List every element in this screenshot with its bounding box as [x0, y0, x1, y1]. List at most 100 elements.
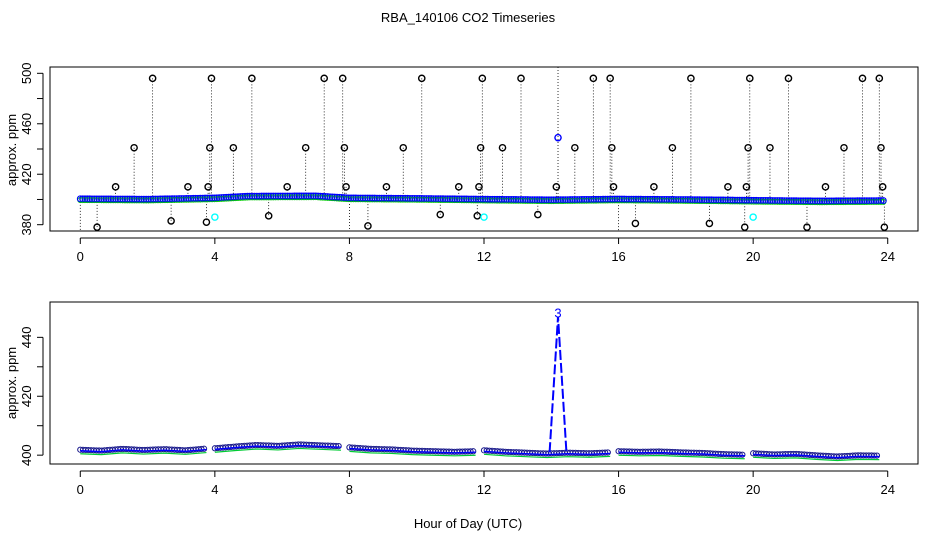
spike-point: [283, 183, 291, 191]
spike-point: [264, 212, 273, 220]
segment-secondary-line: [349, 450, 476, 457]
spike-point: [148, 74, 157, 83]
top-y-tick-label: 420: [19, 163, 34, 185]
top-x-tick-label: 12: [477, 249, 491, 264]
cyan-point: [211, 213, 219, 221]
spike-point: [498, 143, 507, 152]
spike-point: [631, 219, 640, 228]
spike-point: [338, 74, 347, 83]
spike-point: [606, 74, 614, 83]
spike-point: [571, 143, 579, 152]
bottom-plot-frame: [49, 301, 919, 465]
spike-point: [130, 143, 138, 152]
spike-point: [204, 183, 212, 191]
segment-point: [873, 452, 881, 459]
bottom-y-tick-label: 400: [19, 444, 34, 466]
spike-line: [548, 316, 568, 453]
top-x-tick-label: 0: [77, 249, 84, 264]
bottom-x-tick-label: 0: [77, 482, 84, 497]
spike-point: [609, 183, 618, 191]
spike-point: [745, 74, 754, 83]
cyan-point: [480, 213, 488, 221]
spike-point: [742, 183, 751, 191]
bottom-x-tick-label: 24: [880, 482, 894, 497]
segment-point: [602, 449, 609, 456]
spike-point: [534, 210, 542, 219]
top-x-tick-label: 4: [211, 249, 218, 264]
segment-point: [332, 442, 340, 450]
spike-point: [650, 183, 658, 191]
spike-point: [840, 143, 848, 152]
spike-point: [705, 219, 714, 228]
blue-outlier-point: [554, 133, 562, 142]
segment-line: [349, 447, 476, 454]
segment-secondary-line: [80, 451, 207, 456]
baseline-point: [879, 197, 887, 205]
segment-line: [214, 444, 342, 450]
segment-secondary-line: [753, 456, 880, 462]
segment-line: [618, 451, 745, 457]
top-x-tick-label: 16: [611, 249, 625, 264]
segment-point: [736, 451, 743, 458]
segment-point: [739, 451, 746, 458]
spike-point: [687, 74, 695, 83]
segment-point: [470, 448, 477, 455]
spike-point: [111, 183, 120, 191]
spike-point: [668, 143, 677, 152]
top-x-tick-label: 20: [746, 249, 760, 264]
cyan-point: [749, 213, 757, 221]
spike-point: [382, 183, 391, 191]
top-y-tick-label: 500: [19, 62, 34, 84]
bottom-x-tick-label: 20: [746, 482, 760, 497]
spike-point: [202, 218, 211, 226]
spike-point: [875, 74, 884, 83]
bottom-x-tick-label: 4: [211, 482, 218, 497]
spike-point: [229, 143, 238, 152]
top-y-tick-label: 380: [19, 214, 34, 236]
spike-point: [724, 183, 732, 191]
segment-secondary-line: [618, 454, 745, 460]
spike-point: [340, 143, 349, 152]
segment-point: [871, 452, 878, 459]
bottom-x-tick-label: 8: [346, 482, 353, 497]
bottom-y-tick-label: 420: [19, 385, 34, 407]
top-x-tick-label: 24: [880, 249, 894, 264]
spike-point: [475, 183, 483, 191]
spike-point: [207, 74, 216, 83]
bottom-y-tick-label: 440: [19, 326, 34, 348]
spike-point: [740, 223, 749, 232]
segment-point: [200, 445, 208, 452]
bottom-panel-segments: 0 4 8 12 16 20 24 400 420 440 3: [19, 301, 919, 497]
spike-point: [436, 210, 445, 219]
spike-point: [473, 212, 482, 220]
spike-point: [206, 143, 214, 152]
spike-point: [608, 143, 616, 152]
segment-point: [335, 443, 342, 450]
spike-point: [93, 223, 101, 232]
spike-point: [880, 223, 889, 232]
segment-secondary-line: [483, 453, 611, 459]
spike-point: [301, 143, 310, 152]
segment-line: [753, 453, 880, 459]
bottom-x-tick-label: 12: [477, 482, 491, 497]
x-axis-label: Hour of Day (UTC): [414, 516, 522, 531]
top-plot-frame: [49, 66, 919, 232]
spike-point: [248, 74, 256, 83]
spike-point: [803, 223, 811, 232]
segment-point: [198, 445, 205, 453]
segment-line: [80, 448, 207, 453]
top-y-tick-label: 460: [19, 113, 34, 135]
spike-point: [766, 143, 774, 152]
spike-point: [167, 217, 175, 225]
spike-point: [821, 183, 830, 191]
spike-point: [517, 74, 525, 83]
top-panel-spikes: 0 4 8 12 16 20 24 380 420 460 500: [19, 62, 919, 264]
spike-point: [858, 74, 867, 83]
segment-secondary-line: [214, 447, 342, 453]
spike-point: [552, 183, 561, 191]
spike-point: [478, 74, 487, 83]
spike-point: [417, 74, 426, 83]
spike-point: [877, 143, 885, 152]
segment-point: [467, 448, 474, 455]
